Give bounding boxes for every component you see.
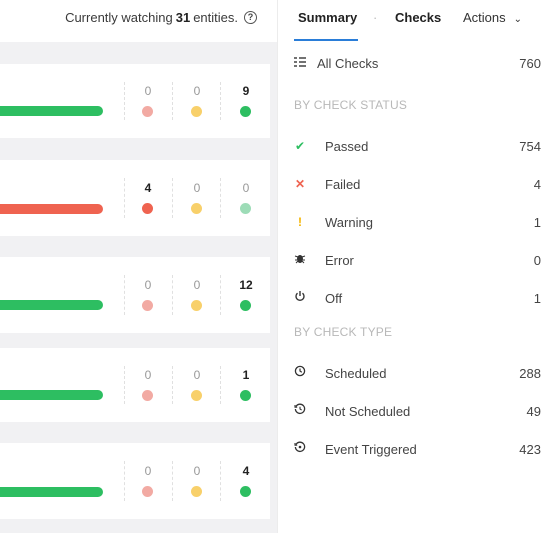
failed-count: 0 — [144, 84, 152, 98]
status-label: Failed — [325, 177, 361, 192]
warning-count: 0 — [193, 84, 201, 98]
status-count: 1 — [533, 215, 541, 230]
warning-dot — [191, 203, 202, 214]
passed-dot — [240, 486, 251, 497]
status-bar — [0, 204, 103, 214]
failed-dot — [142, 106, 153, 117]
x-icon: ✕ — [294, 177, 306, 191]
event-clock-icon — [293, 441, 307, 457]
type-count: 423 — [519, 442, 541, 457]
passed-dot — [240, 390, 251, 401]
entities-panel: Currently watching 31 entities. ? 0 0 9 … — [0, 0, 277, 533]
all-checks-count: 760 — [519, 56, 541, 71]
passed-count: 4 — [242, 464, 250, 478]
warning-count: 0 — [193, 181, 201, 195]
clock-off-icon — [293, 403, 307, 419]
type-section-heading: BY CHECK TYPE — [294, 325, 393, 339]
list-icon — [293, 55, 307, 71]
watch-summary-bar: Currently watching 31 entities. ? — [0, 0, 277, 42]
watch-count: 31 — [175, 10, 191, 25]
check-icon: ✔ — [294, 139, 306, 153]
type-row-not-scheduled[interactable]: Not Scheduled 49 — [278, 401, 560, 423]
entity-card[interactable]: 0 0 1 — [0, 348, 270, 422]
status-count: 1 — [533, 291, 541, 306]
failed-dot — [142, 390, 153, 401]
exclamation-icon: ! — [298, 215, 302, 229]
passed-dot — [240, 300, 251, 311]
panel-tabs: Summary · Checks Actions ⌄ — [278, 0, 560, 42]
entity-card[interactable]: 0 0 4 — [0, 443, 270, 519]
warning-count: 0 — [193, 368, 201, 382]
passed-count: 9 — [242, 84, 250, 98]
type-count: 288 — [519, 366, 541, 381]
watch-prefix: Currently watching — [65, 10, 173, 25]
status-row-warning[interactable]: ! Warning 1 — [278, 212, 560, 234]
status-count: 0 — [533, 253, 541, 268]
active-tab-indicator — [294, 39, 358, 41]
watch-summary: Currently watching 31 entities. ? — [65, 10, 257, 25]
passed-dot — [240, 203, 251, 214]
actions-label: Actions — [463, 10, 506, 25]
status-label: Error — [325, 253, 354, 268]
status-bar — [0, 300, 103, 310]
actions-dropdown[interactable]: Actions ⌄ — [463, 10, 522, 25]
type-label: Scheduled — [325, 366, 387, 381]
type-label: Event Triggered — [325, 442, 417, 457]
status-row-passed[interactable]: ✔ Passed 754 — [278, 136, 560, 158]
type-count: 49 — [526, 404, 541, 419]
entity-card[interactable]: 0 0 9 — [0, 64, 270, 138]
failed-dot — [142, 203, 153, 214]
status-row-failed[interactable]: ✕ Failed 4 — [278, 174, 560, 196]
status-bar — [0, 106, 103, 116]
failed-count: 4 — [144, 181, 152, 195]
tab-summary[interactable]: Summary — [298, 10, 358, 25]
status-bar — [0, 487, 103, 497]
warning-count: 0 — [193, 278, 201, 292]
summary-panel: Summary · Checks Actions ⌄ All Checks 760… — [277, 0, 560, 533]
warning-count: 0 — [193, 464, 201, 478]
passed-count: 12 — [239, 278, 253, 292]
status-label: Passed — [325, 139, 369, 154]
warning-dot — [191, 390, 202, 401]
passed-count: 1 — [242, 368, 250, 382]
warning-dot — [191, 300, 202, 311]
status-row-off[interactable]: Off 1 — [278, 288, 560, 310]
passed-dot — [240, 106, 251, 117]
status-label: Off — [325, 291, 343, 306]
tab-checks[interactable]: Checks — [395, 10, 442, 25]
entity-card[interactable]: 0 0 12 — [0, 257, 270, 333]
all-checks-row[interactable]: All Checks 760 — [278, 53, 560, 75]
bug-icon — [293, 252, 307, 268]
status-count: 754 — [519, 139, 541, 154]
warning-dot — [191, 486, 202, 497]
warning-dot — [191, 106, 202, 117]
type-row-event-triggered[interactable]: Event Triggered 423 — [278, 439, 560, 461]
entity-card[interactable]: 4 0 0 — [0, 160, 270, 236]
status-label: Warning — [325, 215, 373, 230]
status-count: 4 — [533, 177, 541, 192]
clock-icon — [293, 365, 307, 381]
failed-dot — [142, 486, 153, 497]
help-icon[interactable]: ? — [244, 11, 257, 24]
tab-separator: · — [373, 10, 378, 25]
type-row-scheduled[interactable]: Scheduled 288 — [278, 363, 560, 385]
status-section-heading: BY CHECK STATUS — [294, 98, 408, 112]
power-icon — [293, 290, 307, 306]
failed-count: 0 — [144, 368, 152, 382]
chevron-down-icon: ⌄ — [513, 14, 523, 25]
status-row-error[interactable]: Error 0 — [278, 250, 560, 272]
status-bar — [0, 390, 103, 400]
type-label: Not Scheduled — [325, 404, 411, 419]
watch-suffix: entities. — [193, 10, 238, 25]
all-checks-label: All Checks — [317, 56, 379, 71]
passed-count: 0 — [242, 181, 250, 195]
failed-count: 0 — [144, 464, 152, 478]
failed-dot — [142, 300, 153, 311]
failed-count: 0 — [144, 278, 152, 292]
